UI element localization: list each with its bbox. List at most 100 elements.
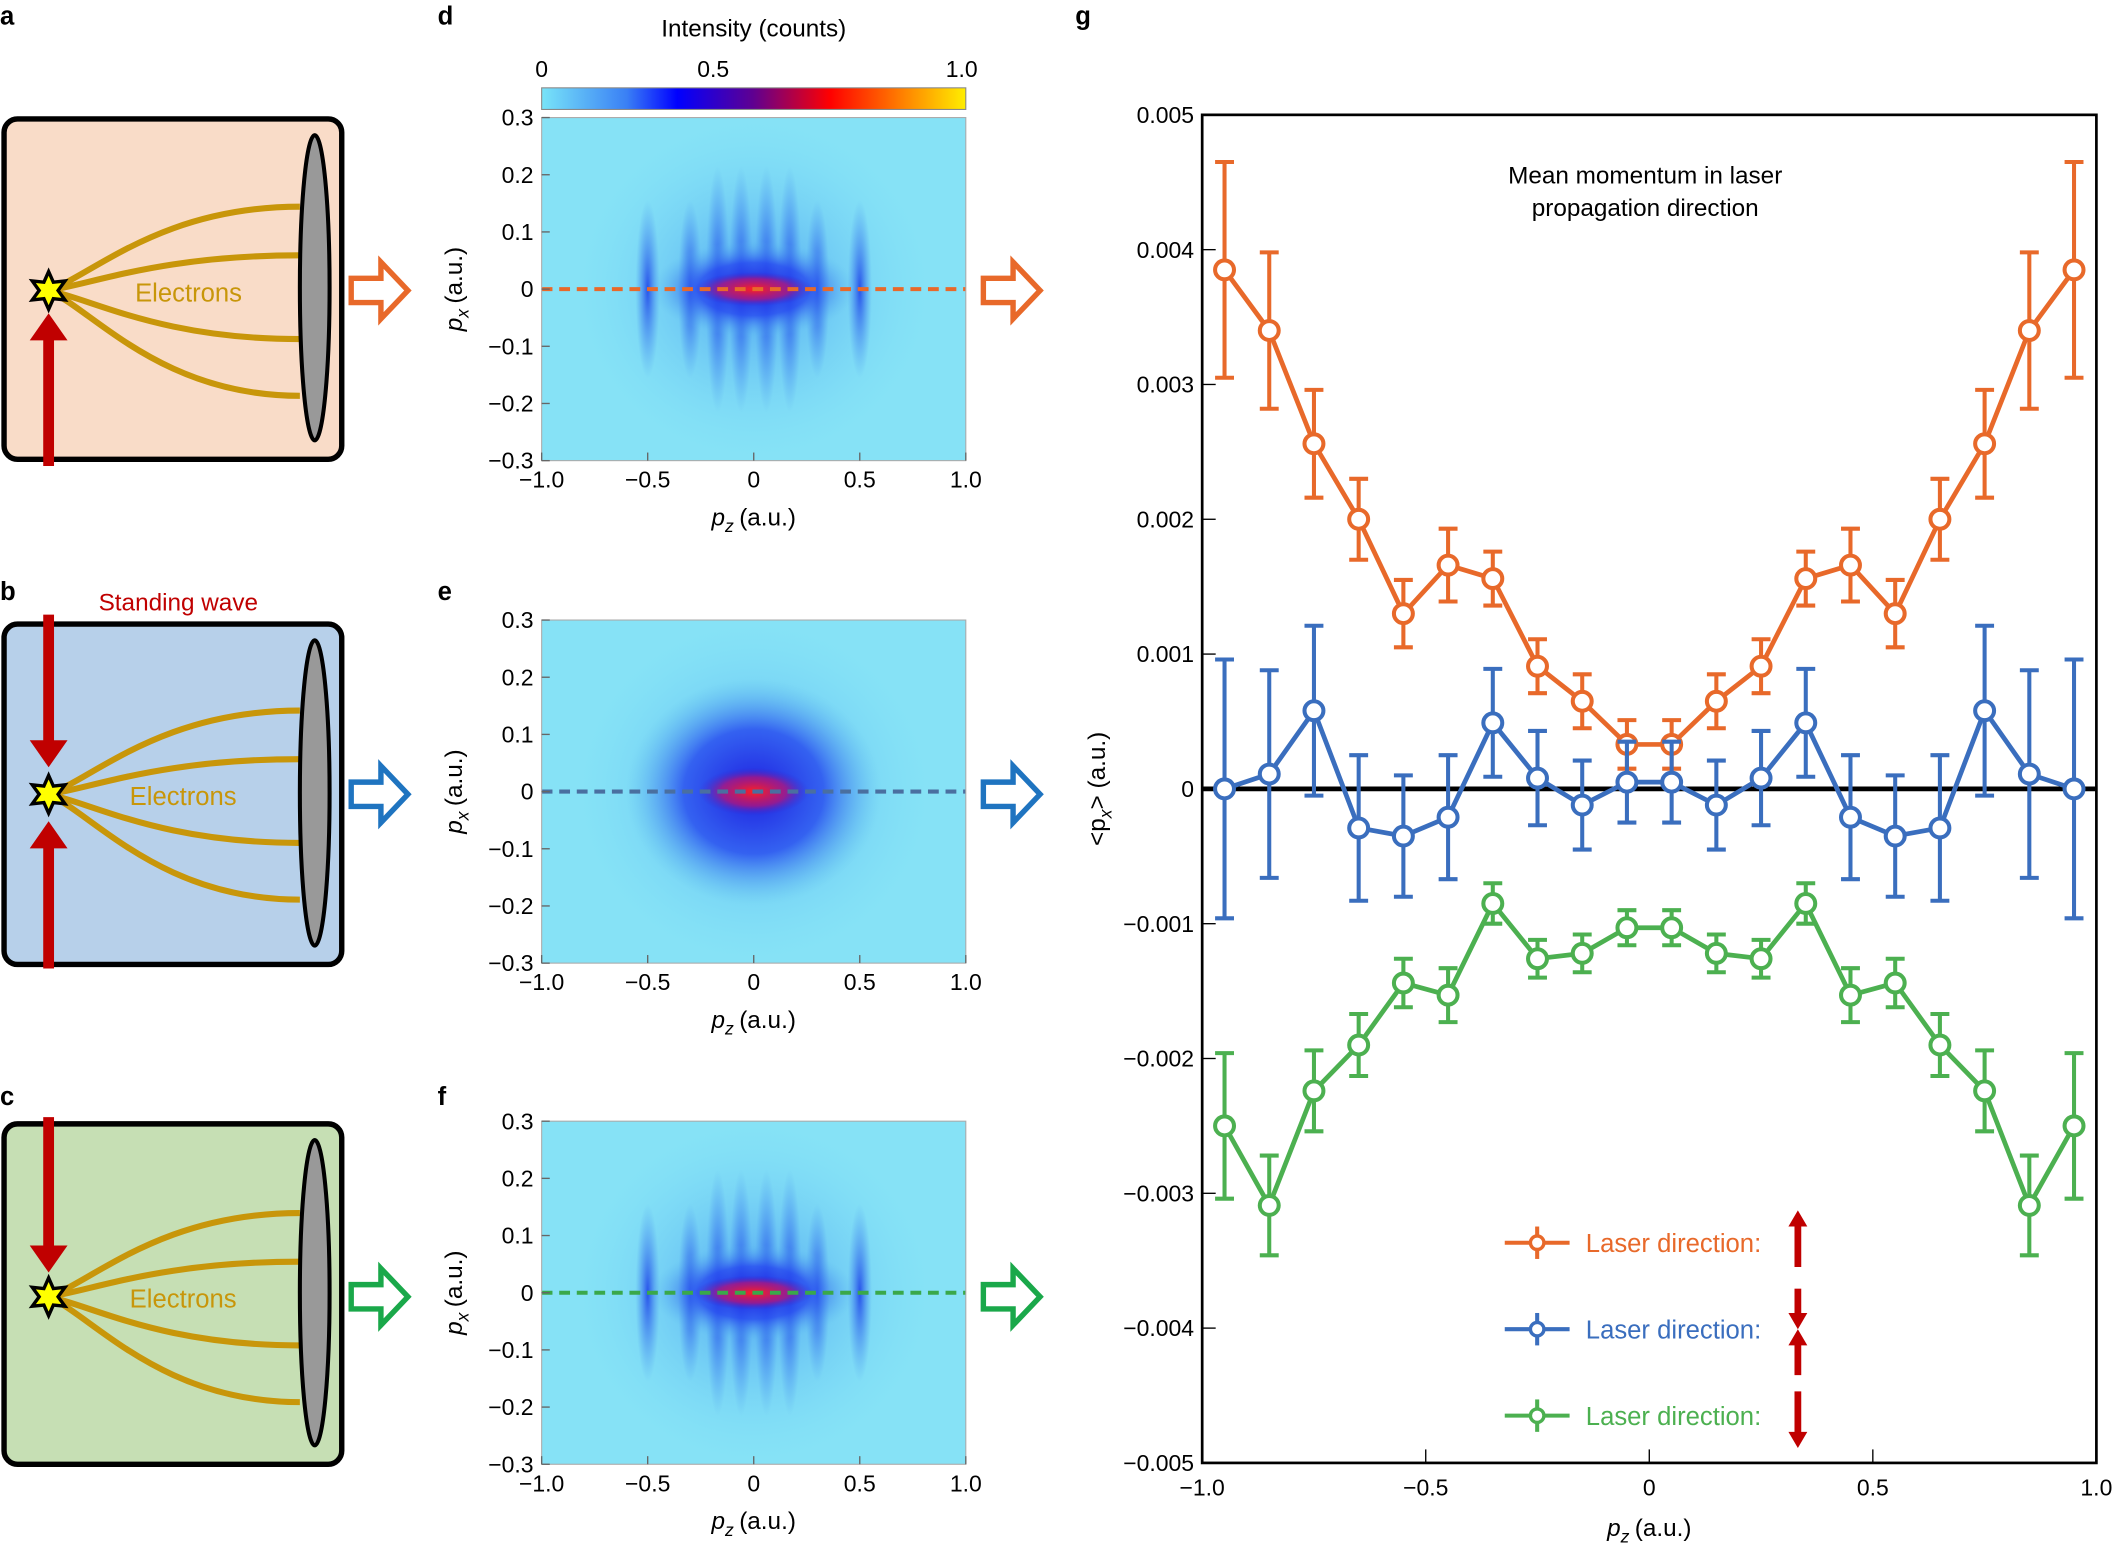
- ionization-star-icon: [28, 267, 69, 314]
- y-tick-label: −0.1: [488, 836, 533, 862]
- x-tick-label: −0.5: [625, 1470, 670, 1496]
- data-point: [1749, 766, 1773, 790]
- y-axis-label: px(a.u.): [441, 749, 473, 834]
- data-point: [1883, 824, 1907, 848]
- colorbar-gradient: [541, 87, 967, 110]
- legend-marker: [1528, 1234, 1546, 1252]
- colorbar-tick: 0: [535, 56, 548, 82]
- laser-arrow-icon: [29, 1245, 68, 1273]
- standing-wave-label: Standing wave: [99, 590, 258, 617]
- data-point: [2062, 1114, 2086, 1138]
- electrons-label: Electrons: [130, 783, 237, 811]
- data-point: [2017, 762, 2041, 786]
- data-point: [1347, 507, 1371, 531]
- data-point: [1749, 654, 1773, 678]
- data-point: [1838, 553, 1862, 577]
- detector: [297, 1138, 332, 1448]
- electron-trajectory: [47, 203, 300, 294]
- y-tick-label: −0.004: [1123, 1315, 1194, 1341]
- panel-label-c: c: [0, 1083, 14, 1111]
- data-point: [2062, 258, 2086, 282]
- y-tick-label: 0.2: [502, 162, 534, 188]
- data-point: [1615, 916, 1639, 940]
- data-point: [1436, 553, 1460, 577]
- data-point: [1794, 891, 1818, 915]
- colorbar: Intensity (counts) 0 0.5 1.0: [535, 16, 978, 110]
- series-line: [1223, 705, 2075, 839]
- data-point: [1526, 654, 1549, 678]
- data-point: [1302, 432, 1326, 456]
- colorbar-tick: 0.5: [697, 56, 729, 82]
- electron-trajectory: [48, 1258, 300, 1300]
- legend-label: Laser direction:: [1586, 1403, 1761, 1431]
- hollow-arrow-icon: [348, 759, 412, 830]
- data-point: [1928, 1033, 1952, 1057]
- x-tick-label: 0.5: [844, 467, 876, 493]
- hollow-arrow-icon: [348, 1261, 412, 1332]
- data-point: [1213, 777, 1237, 801]
- laser-down-arrow-icon: [1788, 1312, 1808, 1330]
- data-point: [1481, 891, 1505, 915]
- data-point: [1302, 1079, 1326, 1103]
- legend-label: Laser direction:: [1586, 1230, 1761, 1258]
- schematic-b: Electrons Standing wave: [1, 590, 1044, 969]
- y-tick-label: 0.1: [502, 722, 534, 748]
- ionization-star-icon: [28, 771, 69, 818]
- data-point: [1481, 567, 1505, 591]
- data-point: [1257, 1193, 1281, 1217]
- y-tick-label: −0.2: [488, 1394, 533, 1420]
- heatmap-f: −1.0 −0.5 0 0.5 1.0 0.3 0.2 0.1 0 −0.1 −0.2 −0.3 pz(…: [441, 1108, 982, 1540]
- x-tick-label: 0: [747, 969, 760, 995]
- electron-trajectory: [47, 707, 300, 798]
- data-point: [2017, 1193, 2041, 1217]
- x-tick-label: −0.5: [1403, 1474, 1448, 1500]
- y-tick-label: −0.2: [488, 893, 533, 919]
- data-point: [1794, 711, 1818, 735]
- y-tick-label: −0.002: [1123, 1046, 1194, 1072]
- y-tick-label: 0: [1181, 776, 1194, 802]
- data-point: [1526, 766, 1549, 790]
- y-tick-label: −0.3: [488, 950, 533, 976]
- x-tick-label: 1.0: [950, 969, 982, 995]
- y-tick-label: −0.1: [488, 1337, 533, 1363]
- data-point: [1660, 916, 1684, 940]
- x-tick-label: −1.0: [519, 1470, 564, 1496]
- electron-trajectory: [47, 287, 300, 343]
- x-tick-label: 1.0: [950, 1470, 982, 1496]
- x-tick-label: 0: [747, 467, 760, 493]
- data-point: [1391, 602, 1415, 626]
- y-tick-label: −0.3: [488, 1451, 533, 1477]
- x-axis-label: pz (a.u.): [711, 1508, 796, 1540]
- schematics: Electrons Electrons Standing wave Electrons: [1, 116, 1044, 1467]
- y-tick-label: −0.003: [1123, 1180, 1194, 1206]
- y-tick-label: −0.005: [1123, 1450, 1194, 1476]
- data-point: [2017, 319, 2041, 343]
- chamber-box: [1, 116, 345, 462]
- y-tick-label: 0.3: [502, 607, 534, 633]
- data-point: [1928, 816, 1952, 840]
- x-tick-label: −0.5: [625, 969, 670, 995]
- data-point: [1570, 793, 1594, 817]
- series-line: [1222, 268, 2076, 747]
- series-2: [1213, 881, 2086, 1258]
- legend-marker: [1528, 1407, 1546, 1425]
- panel-label-d: d: [438, 2, 454, 30]
- schematic-c: Electrons: [1, 1117, 1044, 1467]
- panel-label-g: g: [1075, 2, 1091, 30]
- y-tick-label: 0.001: [1137, 641, 1194, 667]
- electron-trajectory: [48, 756, 300, 798]
- y-axis-label: px(a.u.): [441, 1251, 473, 1336]
- x-tick-label: −1.0: [1180, 1474, 1225, 1500]
- data-point: [1570, 689, 1594, 713]
- data-point: [1347, 816, 1371, 840]
- data-point: [1973, 699, 1997, 723]
- series-0: [1213, 160, 2086, 771]
- hollow-arrow-icon: [980, 759, 1044, 830]
- y-tick-label: −0.001: [1123, 911, 1194, 937]
- legend-entry: Laser direction:: [1504, 1210, 1808, 1268]
- x-tick-label: 0.5: [844, 1470, 876, 1496]
- panel-label-b: b: [0, 578, 16, 606]
- data-point: [1213, 258, 1237, 282]
- y-tick-label: 0: [521, 1280, 534, 1306]
